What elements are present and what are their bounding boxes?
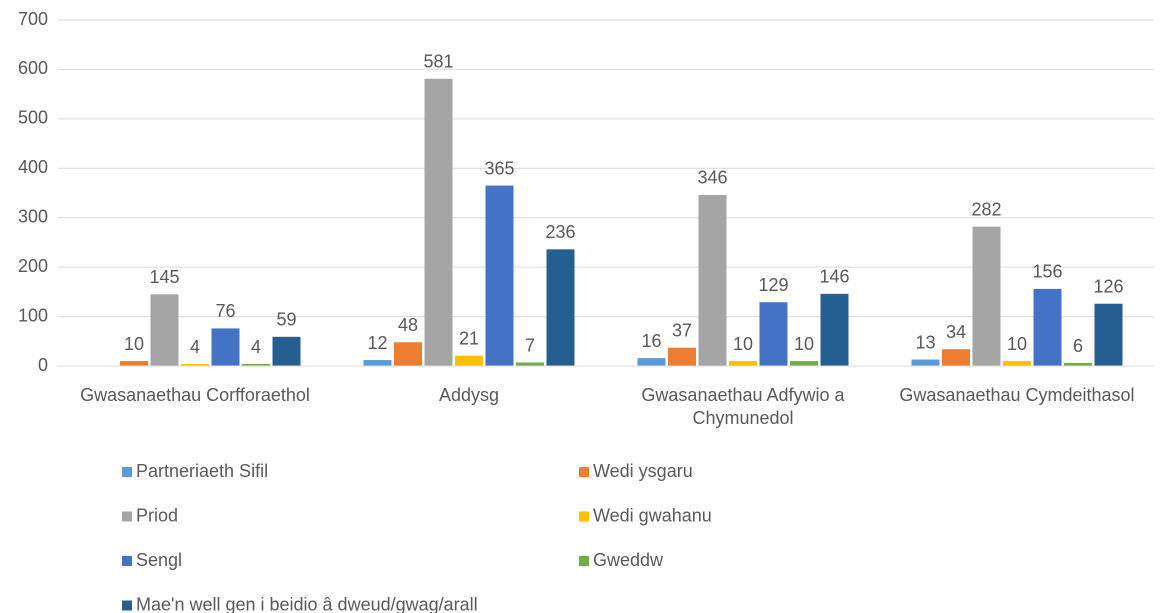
y-tick-label: 100 xyxy=(18,305,48,325)
bar xyxy=(942,349,970,366)
x-tick-label: Gwasanaethau Corfforaethol xyxy=(80,385,310,405)
data-label: 48 xyxy=(398,315,418,335)
data-label: 76 xyxy=(215,301,235,321)
data-label: 13 xyxy=(915,332,935,352)
data-label: 7 xyxy=(525,335,535,355)
bar xyxy=(911,359,940,366)
bar xyxy=(790,361,818,366)
legend-swatch xyxy=(122,556,132,566)
bar xyxy=(1094,303,1123,366)
data-label: 16 xyxy=(641,331,661,351)
data-label: 6 xyxy=(1073,336,1083,356)
bar xyxy=(211,328,240,366)
legend-swatch xyxy=(122,467,132,477)
bar xyxy=(1033,288,1062,366)
legend-swatch xyxy=(579,467,589,477)
y-tick-label: 700 xyxy=(18,9,48,29)
legend-swatch xyxy=(122,511,132,522)
y-tick-label: 200 xyxy=(18,256,48,276)
legend-label: Gweddw xyxy=(593,550,664,570)
data-label: 34 xyxy=(946,322,966,342)
data-label: 37 xyxy=(672,320,692,340)
data-label: 10 xyxy=(794,334,814,354)
bar xyxy=(1064,363,1092,366)
bar xyxy=(820,293,849,366)
data-label: 21 xyxy=(459,328,479,348)
legend-label: Sengl xyxy=(136,550,182,570)
legend-label: Wedi ysgaru xyxy=(593,461,693,481)
y-tick-label: 400 xyxy=(18,157,48,177)
data-label: 59 xyxy=(276,310,296,330)
bar xyxy=(181,364,209,366)
data-label: 10 xyxy=(1007,334,1027,354)
legend-label: Priod xyxy=(136,505,178,525)
bar xyxy=(242,364,270,366)
data-label: 236 xyxy=(545,222,575,242)
legend-label: Wedi gwahanu xyxy=(593,505,712,525)
bar xyxy=(637,358,666,366)
legend-label: Partneriaeth Sifil xyxy=(136,461,268,481)
data-label: 346 xyxy=(697,168,727,188)
x-tick-label: Gwasanaethau Cymdeithasol xyxy=(899,385,1135,405)
data-label: 10 xyxy=(124,334,144,354)
data-label: 129 xyxy=(758,275,788,295)
bar xyxy=(516,362,544,366)
data-label: 282 xyxy=(971,199,1001,219)
data-label: 4 xyxy=(190,337,200,357)
data-label: 126 xyxy=(1093,276,1123,296)
x-tick-label: Addysg xyxy=(438,385,500,405)
bar xyxy=(363,360,392,366)
data-label: 581 xyxy=(423,52,453,72)
y-tick-label: 500 xyxy=(18,108,48,128)
legend-label: Mae'n well gen i beidio â dweud/gwag/ara… xyxy=(136,594,478,613)
bar xyxy=(729,361,757,366)
bar xyxy=(394,342,422,366)
bar xyxy=(668,347,696,366)
bar xyxy=(698,194,727,366)
bar xyxy=(1003,361,1031,366)
bar xyxy=(120,361,148,366)
data-label: 146 xyxy=(819,267,849,287)
data-label: 10 xyxy=(733,334,753,354)
data-label: 365 xyxy=(484,158,514,178)
bar xyxy=(150,294,179,366)
bar xyxy=(424,78,453,366)
bar xyxy=(485,185,514,366)
y-tick-label: 0 xyxy=(38,355,48,375)
bar xyxy=(759,302,788,366)
bar xyxy=(272,336,301,366)
bar xyxy=(455,355,483,366)
bar xyxy=(972,226,1001,366)
data-label: 12 xyxy=(367,333,387,353)
legend-swatch xyxy=(122,600,132,611)
bar xyxy=(546,249,575,366)
y-tick-label: 300 xyxy=(18,206,48,226)
data-label: 156 xyxy=(1032,262,1062,282)
x-tick-label: Gwasanaethau Adfywio a Chymunedol xyxy=(641,385,845,428)
y-tick-label: 600 xyxy=(18,58,48,78)
legend-swatch xyxy=(579,556,589,566)
data-label: 4 xyxy=(251,337,261,357)
data-label: 145 xyxy=(149,267,179,287)
legend-swatch xyxy=(579,511,589,522)
